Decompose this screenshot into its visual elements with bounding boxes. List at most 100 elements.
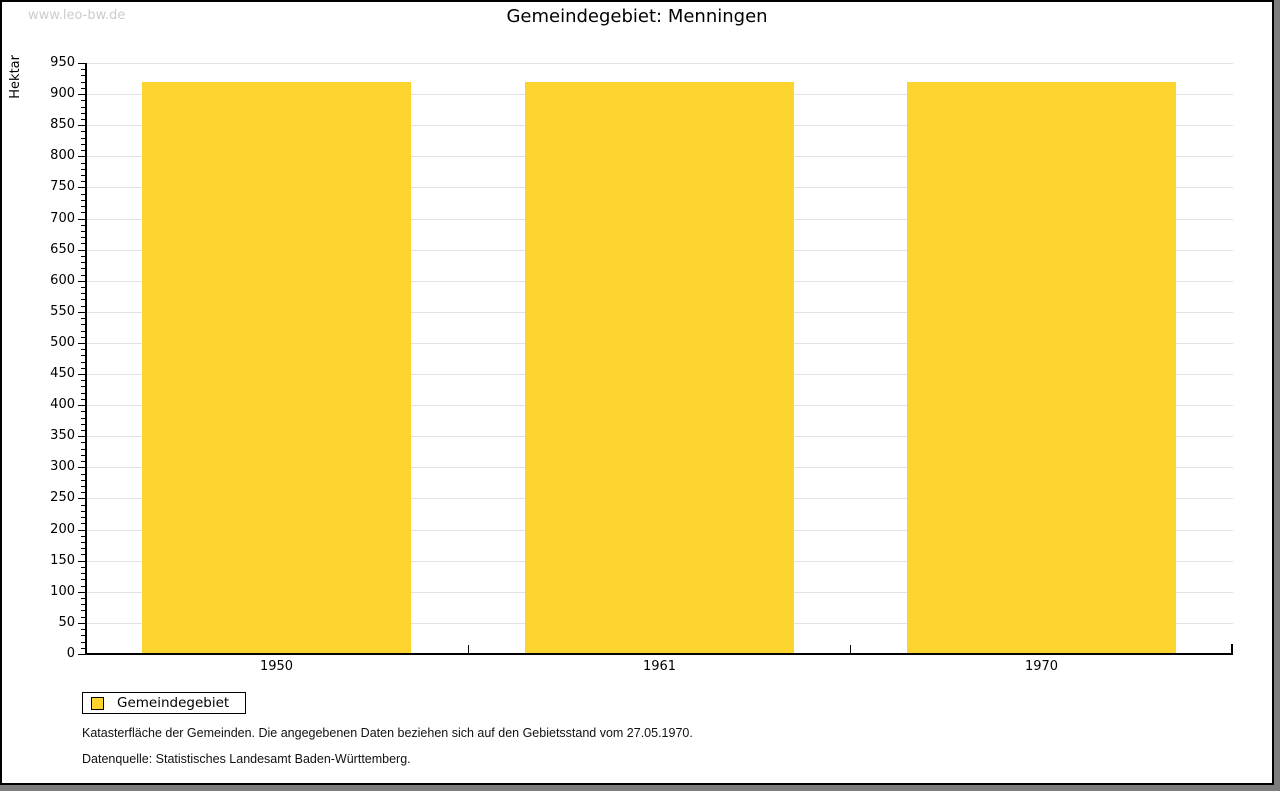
x-tick-label: 1961 xyxy=(642,659,677,674)
y-minor-tick xyxy=(81,480,85,481)
y-minor-tick xyxy=(81,455,85,456)
y-tick-label: 150 xyxy=(50,553,75,568)
y-minor-tick xyxy=(81,349,85,350)
y-minor-tick xyxy=(81,243,85,244)
y-minor-tick xyxy=(81,287,85,288)
y-minor-tick xyxy=(81,138,85,139)
y-tick-label: 800 xyxy=(50,148,75,163)
y-minor-tick xyxy=(81,368,85,369)
y-tick-label: 100 xyxy=(50,584,75,599)
y-minor-tick xyxy=(81,573,85,574)
y-minor-tick xyxy=(81,554,85,555)
y-minor-tick xyxy=(81,206,85,207)
y-minor-tick xyxy=(81,150,85,151)
y-major-tick xyxy=(78,654,85,655)
y-minor-tick xyxy=(81,548,85,549)
y-minor-tick xyxy=(81,604,85,605)
y-major-tick xyxy=(78,281,85,282)
y-minor-tick xyxy=(81,635,85,636)
x-axis-line xyxy=(85,653,1233,655)
y-minor-tick xyxy=(81,424,85,425)
y-major-tick xyxy=(78,592,85,593)
y-tick-label: 950 xyxy=(50,55,75,70)
y-minor-tick xyxy=(81,275,85,276)
y-minor-tick xyxy=(81,318,85,319)
y-axis-line xyxy=(85,63,87,654)
legend: Gemeindegebiet xyxy=(82,692,247,714)
y-minor-tick xyxy=(81,163,85,164)
y-minor-tick xyxy=(81,411,85,412)
y-major-tick xyxy=(78,436,85,437)
y-minor-tick xyxy=(81,169,85,170)
legend-series-label: Gemeindegebiet xyxy=(117,695,230,711)
y-tick-label: 200 xyxy=(50,522,75,537)
y-minor-tick xyxy=(81,461,85,462)
y-minor-tick xyxy=(81,331,85,332)
y-minor-tick xyxy=(81,337,85,338)
y-major-tick xyxy=(78,156,85,157)
y-minor-tick xyxy=(81,567,85,568)
y-minor-tick xyxy=(81,492,85,493)
y-major-tick xyxy=(78,219,85,220)
y-major-tick xyxy=(78,530,85,531)
y-tick-label: 450 xyxy=(50,366,75,381)
y-major-tick xyxy=(78,94,85,95)
y-tick-label: 750 xyxy=(50,179,75,194)
x-boundary-tick xyxy=(850,645,851,653)
y-major-tick xyxy=(78,498,85,499)
y-minor-tick xyxy=(81,386,85,387)
y-minor-tick xyxy=(81,237,85,238)
y-tick-label: 550 xyxy=(50,304,75,319)
y-minor-tick xyxy=(81,511,85,512)
y-minor-tick xyxy=(81,293,85,294)
y-major-tick xyxy=(78,374,85,375)
chart-title: Gemeindegebiet: Menningen xyxy=(506,6,768,27)
y-minor-tick xyxy=(81,629,85,630)
y-minor-tick xyxy=(81,181,85,182)
y-minor-tick xyxy=(81,306,85,307)
y-minor-tick xyxy=(81,474,85,475)
y-minor-tick xyxy=(81,505,85,506)
watermark-url: www.leo-bw.de xyxy=(28,8,126,23)
y-minor-tick xyxy=(81,256,85,257)
y-tick-label: 250 xyxy=(50,490,75,505)
gridline xyxy=(87,63,1233,64)
y-minor-tick xyxy=(81,542,85,543)
x-boundary-tick xyxy=(468,645,469,653)
bar-1961 xyxy=(525,82,794,653)
y-tick-label: 0 xyxy=(66,646,75,661)
y-major-tick xyxy=(78,343,85,344)
y-minor-tick xyxy=(81,107,85,108)
y-tick-label: 900 xyxy=(50,86,75,101)
y-minor-tick xyxy=(81,610,85,611)
y-minor-tick xyxy=(81,324,85,325)
y-minor-tick xyxy=(81,225,85,226)
y-minor-tick xyxy=(81,268,85,269)
y-major-tick xyxy=(78,623,85,624)
y-tick-label: 500 xyxy=(50,335,75,350)
y-minor-tick xyxy=(81,586,85,587)
y-minor-tick xyxy=(81,144,85,145)
y-minor-tick xyxy=(81,617,85,618)
y-minor-tick xyxy=(81,430,85,431)
y-tick-label: 850 xyxy=(50,117,75,132)
y-minor-tick xyxy=(81,194,85,195)
y-major-tick xyxy=(78,405,85,406)
y-minor-tick xyxy=(81,598,85,599)
y-minor-tick xyxy=(81,380,85,381)
y-minor-tick xyxy=(81,442,85,443)
y-minor-tick xyxy=(81,212,85,213)
y-minor-tick xyxy=(81,82,85,83)
y-minor-tick xyxy=(81,113,85,114)
y-major-tick xyxy=(78,250,85,251)
y-minor-tick xyxy=(81,69,85,70)
x-tick-label: 1950 xyxy=(259,659,294,674)
y-major-tick xyxy=(78,63,85,64)
y-minor-tick xyxy=(81,231,85,232)
y-minor-tick xyxy=(81,131,85,132)
y-minor-tick xyxy=(81,200,85,201)
y-minor-tick xyxy=(81,579,85,580)
y-minor-tick xyxy=(81,648,85,649)
y-tick-label: 300 xyxy=(50,459,75,474)
